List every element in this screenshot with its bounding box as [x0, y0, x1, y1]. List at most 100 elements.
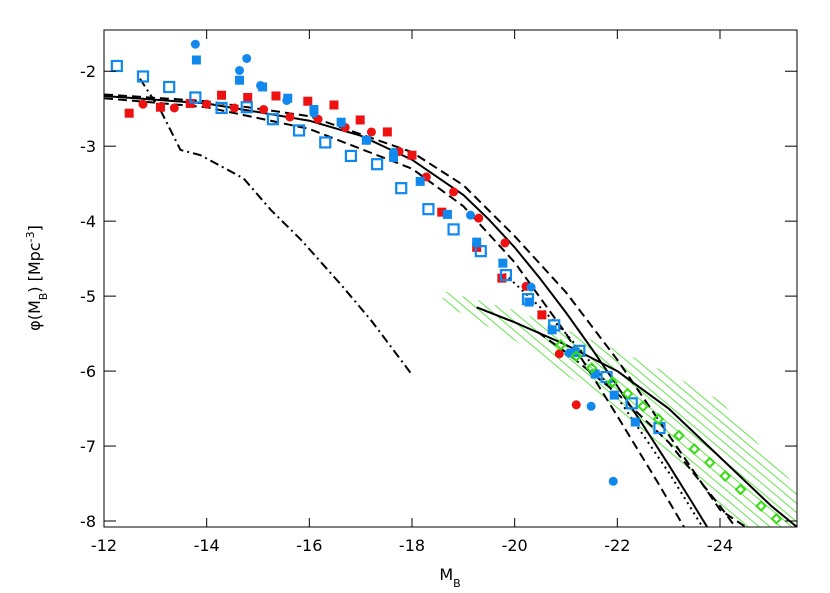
- data-point: [673, 429, 685, 442]
- data-point: [136, 70, 150, 83]
- y-tick-label: -8: [80, 512, 96, 531]
- uncertainty-band: [442, 290, 797, 527]
- x-tick-label: -18: [399, 536, 425, 555]
- data-point: [652, 413, 665, 425]
- y-tick-label: -4: [80, 212, 96, 231]
- data-point: [585, 362, 598, 374]
- data-point: [466, 210, 476, 220]
- data-point: [526, 282, 536, 292]
- plot-frame: [103, 29, 798, 528]
- data-point: [190, 39, 200, 49]
- data-point: [319, 136, 332, 149]
- data-point: [719, 470, 732, 482]
- data-point: [474, 245, 487, 258]
- y-tick-label: -7: [80, 437, 96, 456]
- data-point: [229, 103, 239, 113]
- data-point: [571, 400, 581, 410]
- data-point: [242, 53, 252, 63]
- data-point: [202, 99, 212, 109]
- data-point: [285, 112, 295, 122]
- data-point: [309, 104, 319, 114]
- data-point: [389, 152, 399, 162]
- ylabel-part: B: [37, 293, 50, 301]
- data-point: [521, 293, 535, 306]
- data-point: [258, 82, 268, 92]
- model-curve: [139, 78, 413, 375]
- data-point: [449, 187, 459, 197]
- ylabel-part: ]: [25, 225, 44, 231]
- data-point: [621, 387, 634, 400]
- y-tick-label: -6: [80, 362, 96, 381]
- data-point: [570, 350, 583, 363]
- ylabel-part: ) [Mpc: [25, 242, 44, 292]
- plot-area: [104, 39, 797, 527]
- x-tick-label: -24: [707, 536, 733, 555]
- data-point: [437, 207, 447, 217]
- ylabel-part: φ(M: [25, 300, 44, 331]
- data-point: [235, 75, 245, 85]
- data-point: [189, 91, 202, 104]
- data-point: [370, 158, 384, 171]
- data-point: [110, 59, 123, 73]
- data-point: [734, 483, 747, 496]
- data-point: [240, 101, 253, 114]
- data-point: [283, 93, 293, 103]
- y-tick-label: -5: [80, 287, 96, 306]
- data-point: [498, 258, 508, 268]
- data-point: [609, 390, 619, 400]
- data-point: [606, 376, 619, 389]
- data-point: [336, 117, 346, 127]
- data-point: [500, 238, 510, 248]
- data-point: [217, 90, 227, 100]
- data-point: [537, 310, 547, 320]
- data-point: [235, 65, 245, 75]
- data-point: [138, 99, 148, 109]
- data-point: [155, 102, 165, 112]
- data-point: [361, 135, 371, 145]
- data-point: [259, 104, 269, 114]
- ylabel-part: -3: [24, 231, 37, 242]
- data-point: [590, 369, 600, 379]
- data-point: [755, 500, 767, 512]
- data-point: [355, 115, 365, 125]
- y-axis-label: φ(MB) [Mpc-3]: [24, 225, 50, 331]
- data-point: [415, 176, 425, 186]
- xlabel-part: B: [453, 577, 461, 590]
- data-point: [329, 100, 339, 110]
- model-curve: [104, 94, 709, 527]
- data-point: [344, 149, 358, 163]
- data-point: [703, 456, 716, 469]
- x-tick-label: -20: [502, 536, 528, 555]
- data-point: [243, 92, 253, 102]
- data-point: [625, 397, 638, 410]
- data-point: [630, 417, 640, 427]
- data-point: [292, 124, 306, 137]
- xlabel-part: M: [439, 565, 453, 584]
- data-point: [447, 223, 460, 236]
- data-point: [688, 443, 701, 455]
- x-tick-label: -16: [296, 536, 322, 555]
- data-point: [366, 127, 376, 137]
- data-point: [169, 103, 179, 113]
- data-point: [303, 96, 313, 106]
- data-point: [215, 101, 228, 115]
- x-tick-label: -12: [91, 536, 117, 555]
- x-axis-label: MB: [439, 565, 460, 590]
- data-point: [472, 237, 482, 247]
- data-point: [608, 476, 618, 486]
- data-point: [637, 400, 649, 413]
- data-point: [382, 127, 392, 137]
- y-tick-label: -2: [80, 62, 96, 81]
- data-point: [586, 401, 596, 411]
- x-tick-label: -22: [604, 536, 630, 555]
- data-point: [442, 209, 452, 219]
- data-point: [548, 319, 561, 332]
- data-point: [395, 182, 408, 195]
- data-point: [266, 113, 279, 126]
- data-point: [554, 349, 564, 359]
- data-point: [474, 213, 484, 223]
- x-tick-label: -14: [194, 536, 220, 555]
- data-point: [524, 297, 534, 307]
- data-point: [124, 108, 134, 118]
- data-point: [554, 338, 567, 351]
